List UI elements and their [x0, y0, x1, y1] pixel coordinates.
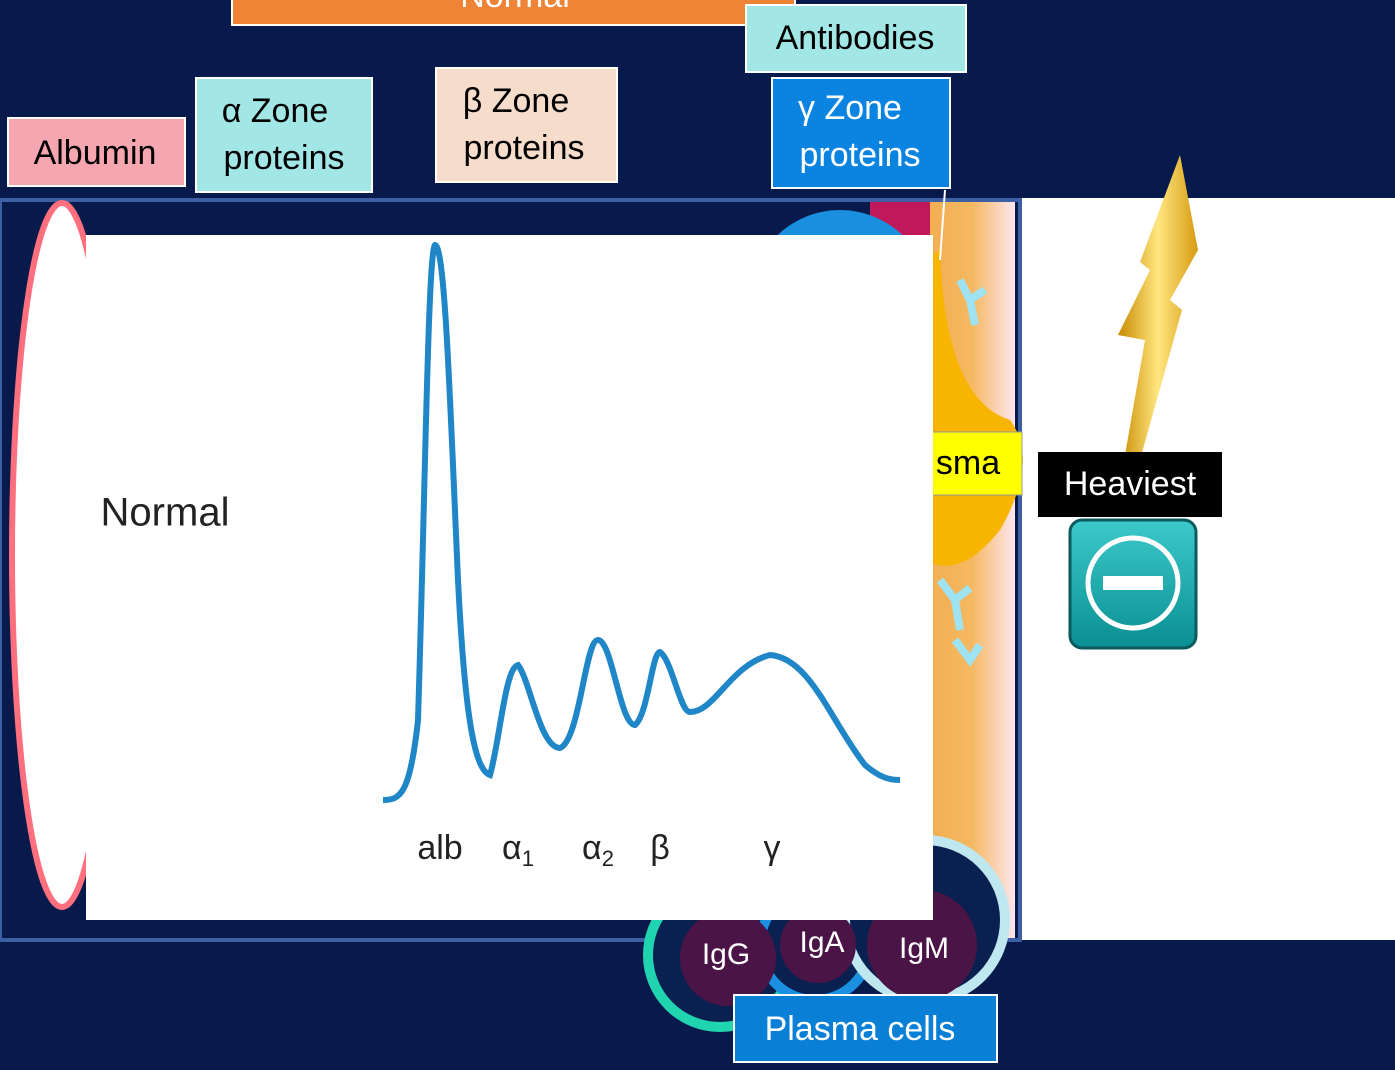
x-label-sub: 1 [522, 846, 534, 871]
beta-text: proteins [464, 129, 585, 167]
x-label-symbol: alb [417, 829, 462, 867]
antibodies-text: Antibodies [776, 19, 935, 57]
x-label-sub: 2 [602, 846, 614, 871]
gamma-label [771, 77, 951, 189]
plasma-label [924, 431, 1023, 496]
x-label-symbol: γ [764, 829, 781, 867]
minus-circle [1085, 535, 1181, 631]
x-label: γ [764, 829, 781, 867]
gamma-text: proteins [800, 136, 921, 174]
electrophoresis-title: Normal [101, 491, 230, 535]
title-banner [231, 0, 796, 26]
beta-label [435, 67, 618, 183]
albumin-text: Albumin [34, 134, 157, 172]
x-label-symbol: α [502, 829, 522, 867]
beta-text: β Zone [463, 82, 570, 120]
x-label: α2 [582, 829, 614, 871]
antibody-icons [936, 278, 988, 667]
electrophoresis-image [86, 235, 933, 920]
plasma-cells-text: Plasma cells [765, 1010, 956, 1048]
alpha-text: α Zone [222, 92, 329, 130]
lightning-bolt [1118, 155, 1198, 460]
cell-nucleus [680, 910, 776, 1006]
connector [939, 189, 946, 261]
cell-nucleus [780, 907, 856, 983]
cell-label: IgM [899, 932, 949, 965]
minus-sign [1103, 576, 1163, 590]
x-label: β [650, 829, 670, 867]
gamma-text: γ Zone [798, 89, 902, 127]
cell-label: IgG [702, 938, 750, 971]
antibodies-label [745, 4, 967, 73]
albumin-label [7, 117, 186, 187]
plasma-cells-label [733, 994, 998, 1063]
alpha-text: proteins [224, 139, 345, 177]
heaviest-text: Heaviest [1064, 465, 1197, 503]
x-label-symbol: β [650, 829, 670, 867]
electrophoresis-curve [382, 241, 901, 803]
x-label: α1 [502, 829, 534, 871]
alpha-label [195, 77, 373, 193]
cell-label: IgA [799, 926, 844, 959]
banner-title: Normal [460, 0, 570, 15]
plasma-text: sma [936, 444, 1000, 482]
x-label: alb [417, 829, 462, 867]
heaviest-label [1038, 452, 1222, 517]
panel-frame [0, 198, 1022, 942]
x-label-symbol: α [582, 829, 602, 867]
